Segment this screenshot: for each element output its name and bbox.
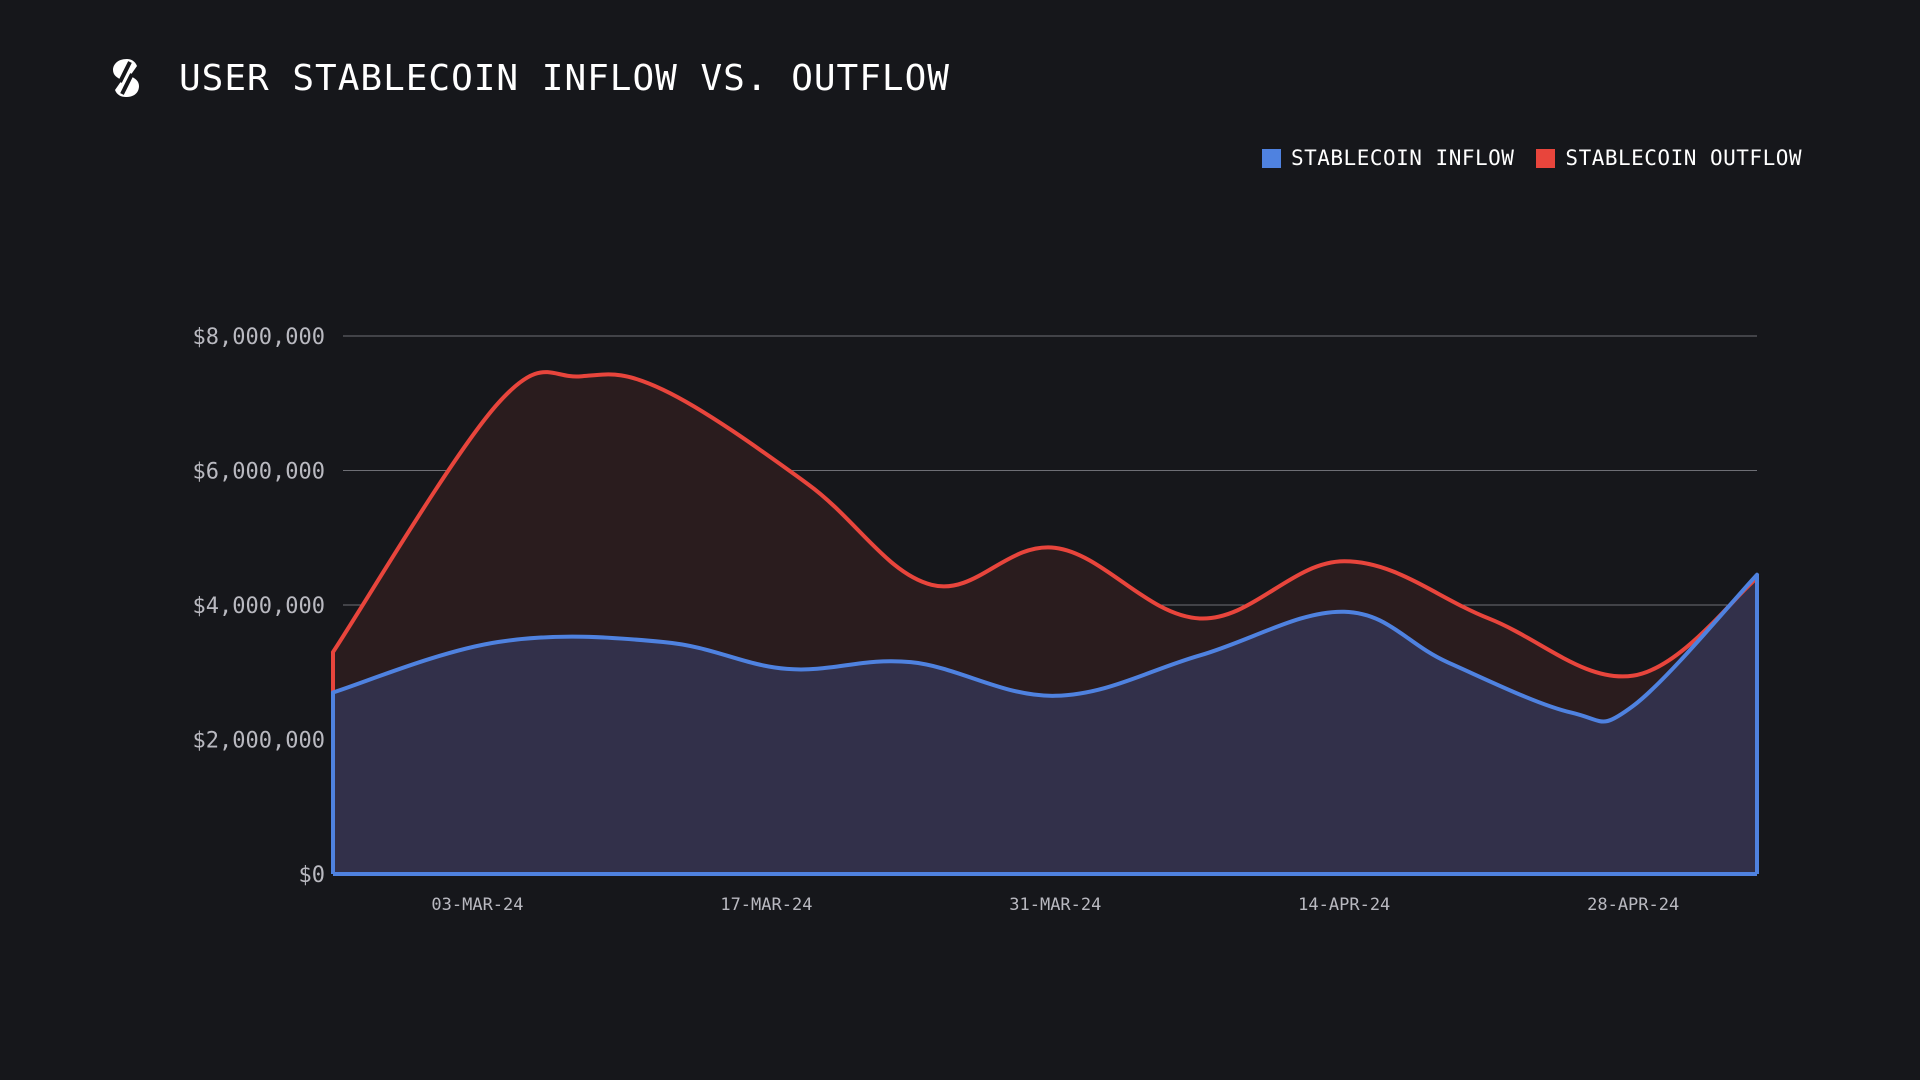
x-tick-label: 28-APR-24 <box>1587 895 1679 915</box>
legend-label-inflow: STABLECOIN INFLOW <box>1290 146 1515 170</box>
chart-title: USER STABLECOIN INFLOW VS. OUTFLOW <box>179 57 950 99</box>
chart-legend: STABLECOIN INFLOW STABLECOIN OUTFLOW <box>1261 146 1802 170</box>
x-tick-label: 03-MAR-24 <box>431 895 523 915</box>
legend-swatch-inflow <box>1261 148 1281 168</box>
legend-swatch-outflow <box>1536 148 1556 168</box>
x-tick-label: 31-MAR-24 <box>1009 895 1101 915</box>
chart-header: USER STABLECOIN INFLOW VS. OUTFLOW <box>111 54 950 102</box>
stablecoin-s-icon <box>113 59 139 97</box>
line-layer <box>331 370 1759 876</box>
y-tick-label: $6,000,000 <box>193 460 325 485</box>
x-tick-label: 14-APR-24 <box>1298 895 1390 915</box>
series-area-inflow <box>333 574 1757 874</box>
y-tick-label: $4,000,000 <box>193 594 325 619</box>
area-layer <box>333 372 1757 874</box>
legend-item-inflow[interactable]: STABLECOIN INFLOW <box>1261 146 1515 170</box>
legend-label-outflow: STABLECOIN OUTFLOW <box>1565 146 1802 170</box>
x-tick-label: 17-MAR-24 <box>720 895 812 915</box>
y-tick-label: $2,000,000 <box>193 729 325 754</box>
series-line-inflow[interactable] <box>331 572 1759 724</box>
legend-item-outflow[interactable]: STABLECOIN OUTFLOW <box>1536 146 1802 170</box>
x-axis-ticks: 03-MAR-24 17-MAR-24 31-MAR-24 14-APR-24 28-A… <box>431 895 1679 915</box>
y-tick-label: $8,000,000 <box>193 325 325 350</box>
y-axis-ticks: $0 $2,000,000 $4,000,000 $6,000,000 $8,000,0… <box>193 325 325 888</box>
y-tick-label: $0 <box>299 863 326 888</box>
series-line-outflow[interactable] <box>331 370 1759 679</box>
